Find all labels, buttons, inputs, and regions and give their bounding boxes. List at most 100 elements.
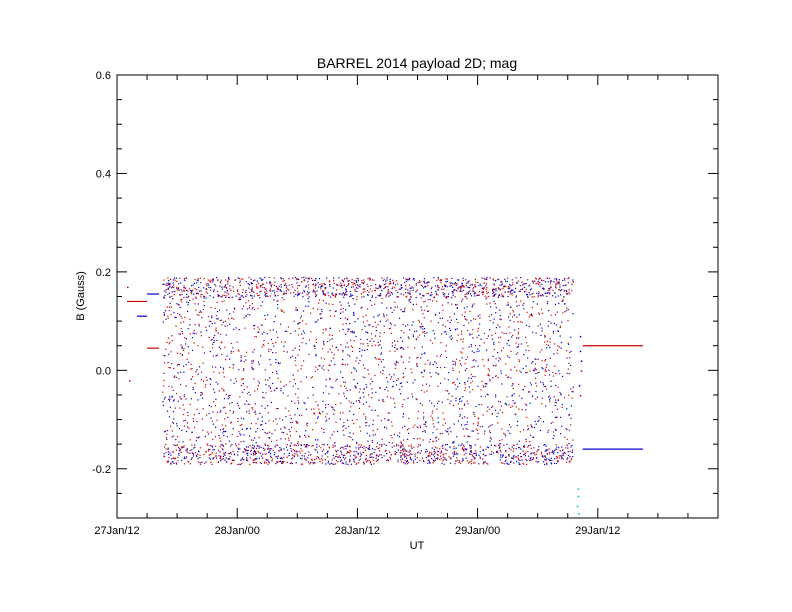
data-point [274,429,276,431]
data-point [449,316,451,318]
data-point [298,327,300,329]
data-point [558,281,560,283]
data-point [552,453,555,455]
data-point [204,296,206,298]
data-point [316,321,318,323]
data-point [416,330,418,332]
data-point [426,462,429,465]
data-point [270,286,272,288]
data-point [372,434,374,436]
data-point [205,450,207,452]
data-point [390,283,392,285]
data-point [342,308,344,310]
data-point [568,443,570,445]
data-point [227,283,229,285]
data-point [463,448,465,450]
data-point [332,294,335,296]
data-point [561,446,563,448]
data-point [177,288,179,290]
data-point [258,447,260,449]
data-point [171,295,173,297]
data-point [259,462,261,464]
data-point [354,284,356,286]
data-point [471,284,473,286]
data-point [395,453,397,455]
data-point [258,436,260,438]
data-point [274,292,276,294]
data-point [423,370,426,372]
data-point [220,444,222,446]
data-point [507,339,509,342]
data-point [237,451,239,453]
data-point [456,378,458,380]
data-point [322,329,324,331]
data-point [291,426,293,429]
data-point [442,460,444,462]
data-point [560,294,562,296]
data-point [373,340,375,342]
data-point [339,456,341,459]
data-point [328,393,330,395]
data-point [280,390,282,392]
data-point [183,285,185,287]
data-point [283,345,285,347]
data-point [168,306,171,308]
data-point [387,319,389,321]
data-point [231,444,233,446]
data-point [355,360,357,362]
data-point [220,296,222,298]
data-point [276,444,279,446]
data-point [486,349,488,351]
data-point [477,438,479,440]
data-point [553,396,555,398]
data-point [267,412,269,414]
data-point [291,400,293,402]
data-point [539,277,541,280]
data-point [321,285,323,288]
data-point [243,317,245,319]
data-point [462,338,464,340]
data-point [340,282,342,284]
data-point [280,309,282,311]
data-point [554,303,557,305]
data-point [196,421,198,423]
data-point [503,296,505,298]
data-point [534,368,536,370]
data-point [403,462,405,464]
data-point [267,295,269,298]
data-point [283,293,285,295]
data-point [506,280,508,283]
data-point [561,454,563,456]
data-point [288,289,290,291]
data-point [351,286,353,288]
data-point [522,462,524,464]
data-point [359,456,361,458]
data-point [425,456,427,459]
data-point [555,448,557,450]
data-point [423,278,425,280]
data-point [348,283,350,285]
data-point [435,290,437,292]
data-point [470,382,472,384]
data-point [169,462,172,464]
data-point [427,455,429,458]
data-point [291,355,293,357]
data-point [276,439,278,441]
data-point [217,332,219,334]
data-point [546,364,548,366]
data-point [563,397,565,399]
data-point [180,328,182,330]
data-point [249,457,251,459]
data-point [176,289,178,291]
data-point [579,350,582,353]
data-point [200,294,202,296]
x-tick-label: 28Jan/00 [215,525,260,537]
data-point [229,410,231,412]
data-point [483,386,485,388]
data-point [481,380,483,382]
data-point [229,456,231,458]
data-point [469,447,471,449]
data-point [173,367,175,370]
data-point [251,297,254,299]
data-point [446,449,448,451]
